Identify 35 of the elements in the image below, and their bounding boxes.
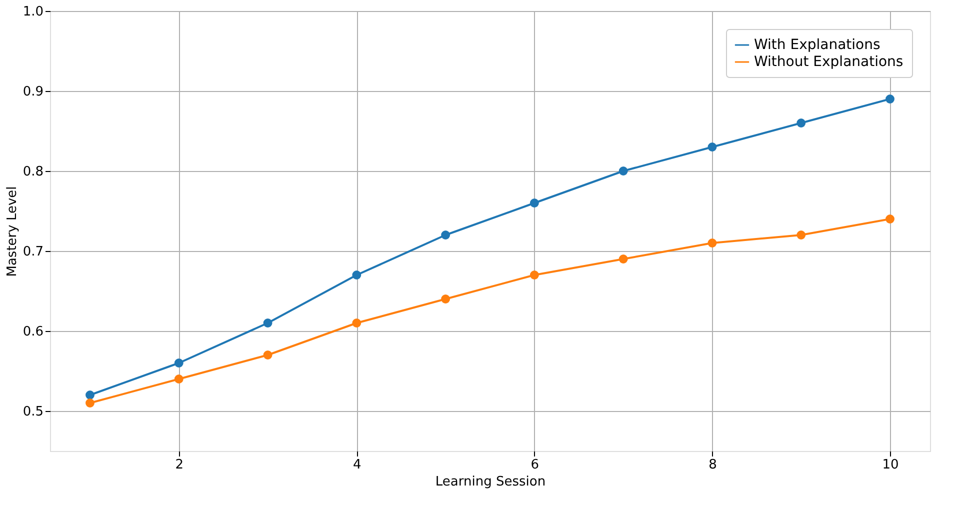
x-tick-label: 4 bbox=[353, 458, 362, 472]
point bbox=[86, 390, 94, 400]
point bbox=[352, 270, 362, 280]
x-axis-title: Learning Session bbox=[435, 474, 546, 490]
x-tick-label: 6 bbox=[530, 458, 540, 472]
x-tick-label: 10 bbox=[882, 458, 899, 472]
y-axis-title: Mastery Level bbox=[4, 186, 20, 277]
point bbox=[441, 294, 450, 304]
y-tick-label: 0.6 bbox=[22, 324, 44, 340]
legend-label: With Explanations bbox=[754, 37, 880, 53]
x-tick-label: 2 bbox=[175, 458, 184, 472]
point bbox=[886, 94, 894, 104]
legend-label: Without Explanations bbox=[754, 54, 904, 70]
point bbox=[352, 318, 362, 328]
point bbox=[796, 118, 806, 128]
point bbox=[530, 198, 539, 208]
x-tick-label: 8 bbox=[708, 458, 717, 472]
point bbox=[263, 318, 272, 328]
point bbox=[174, 374, 184, 384]
y-tick-label: 0.7 bbox=[22, 244, 44, 260]
point bbox=[886, 214, 894, 224]
point bbox=[708, 238, 717, 248]
point bbox=[618, 166, 628, 176]
point bbox=[708, 142, 717, 152]
y-tick-label: 0.9 bbox=[22, 84, 44, 100]
point bbox=[86, 398, 94, 408]
y-tick-label: 1.0 bbox=[22, 4, 44, 20]
point bbox=[441, 230, 450, 240]
point bbox=[796, 230, 806, 240]
y-tick-label: 0.5 bbox=[22, 404, 44, 420]
point bbox=[174, 358, 184, 368]
y-tick-label: 0.8 bbox=[22, 164, 44, 180]
point bbox=[618, 254, 628, 264]
point bbox=[263, 350, 272, 360]
point bbox=[530, 270, 539, 280]
